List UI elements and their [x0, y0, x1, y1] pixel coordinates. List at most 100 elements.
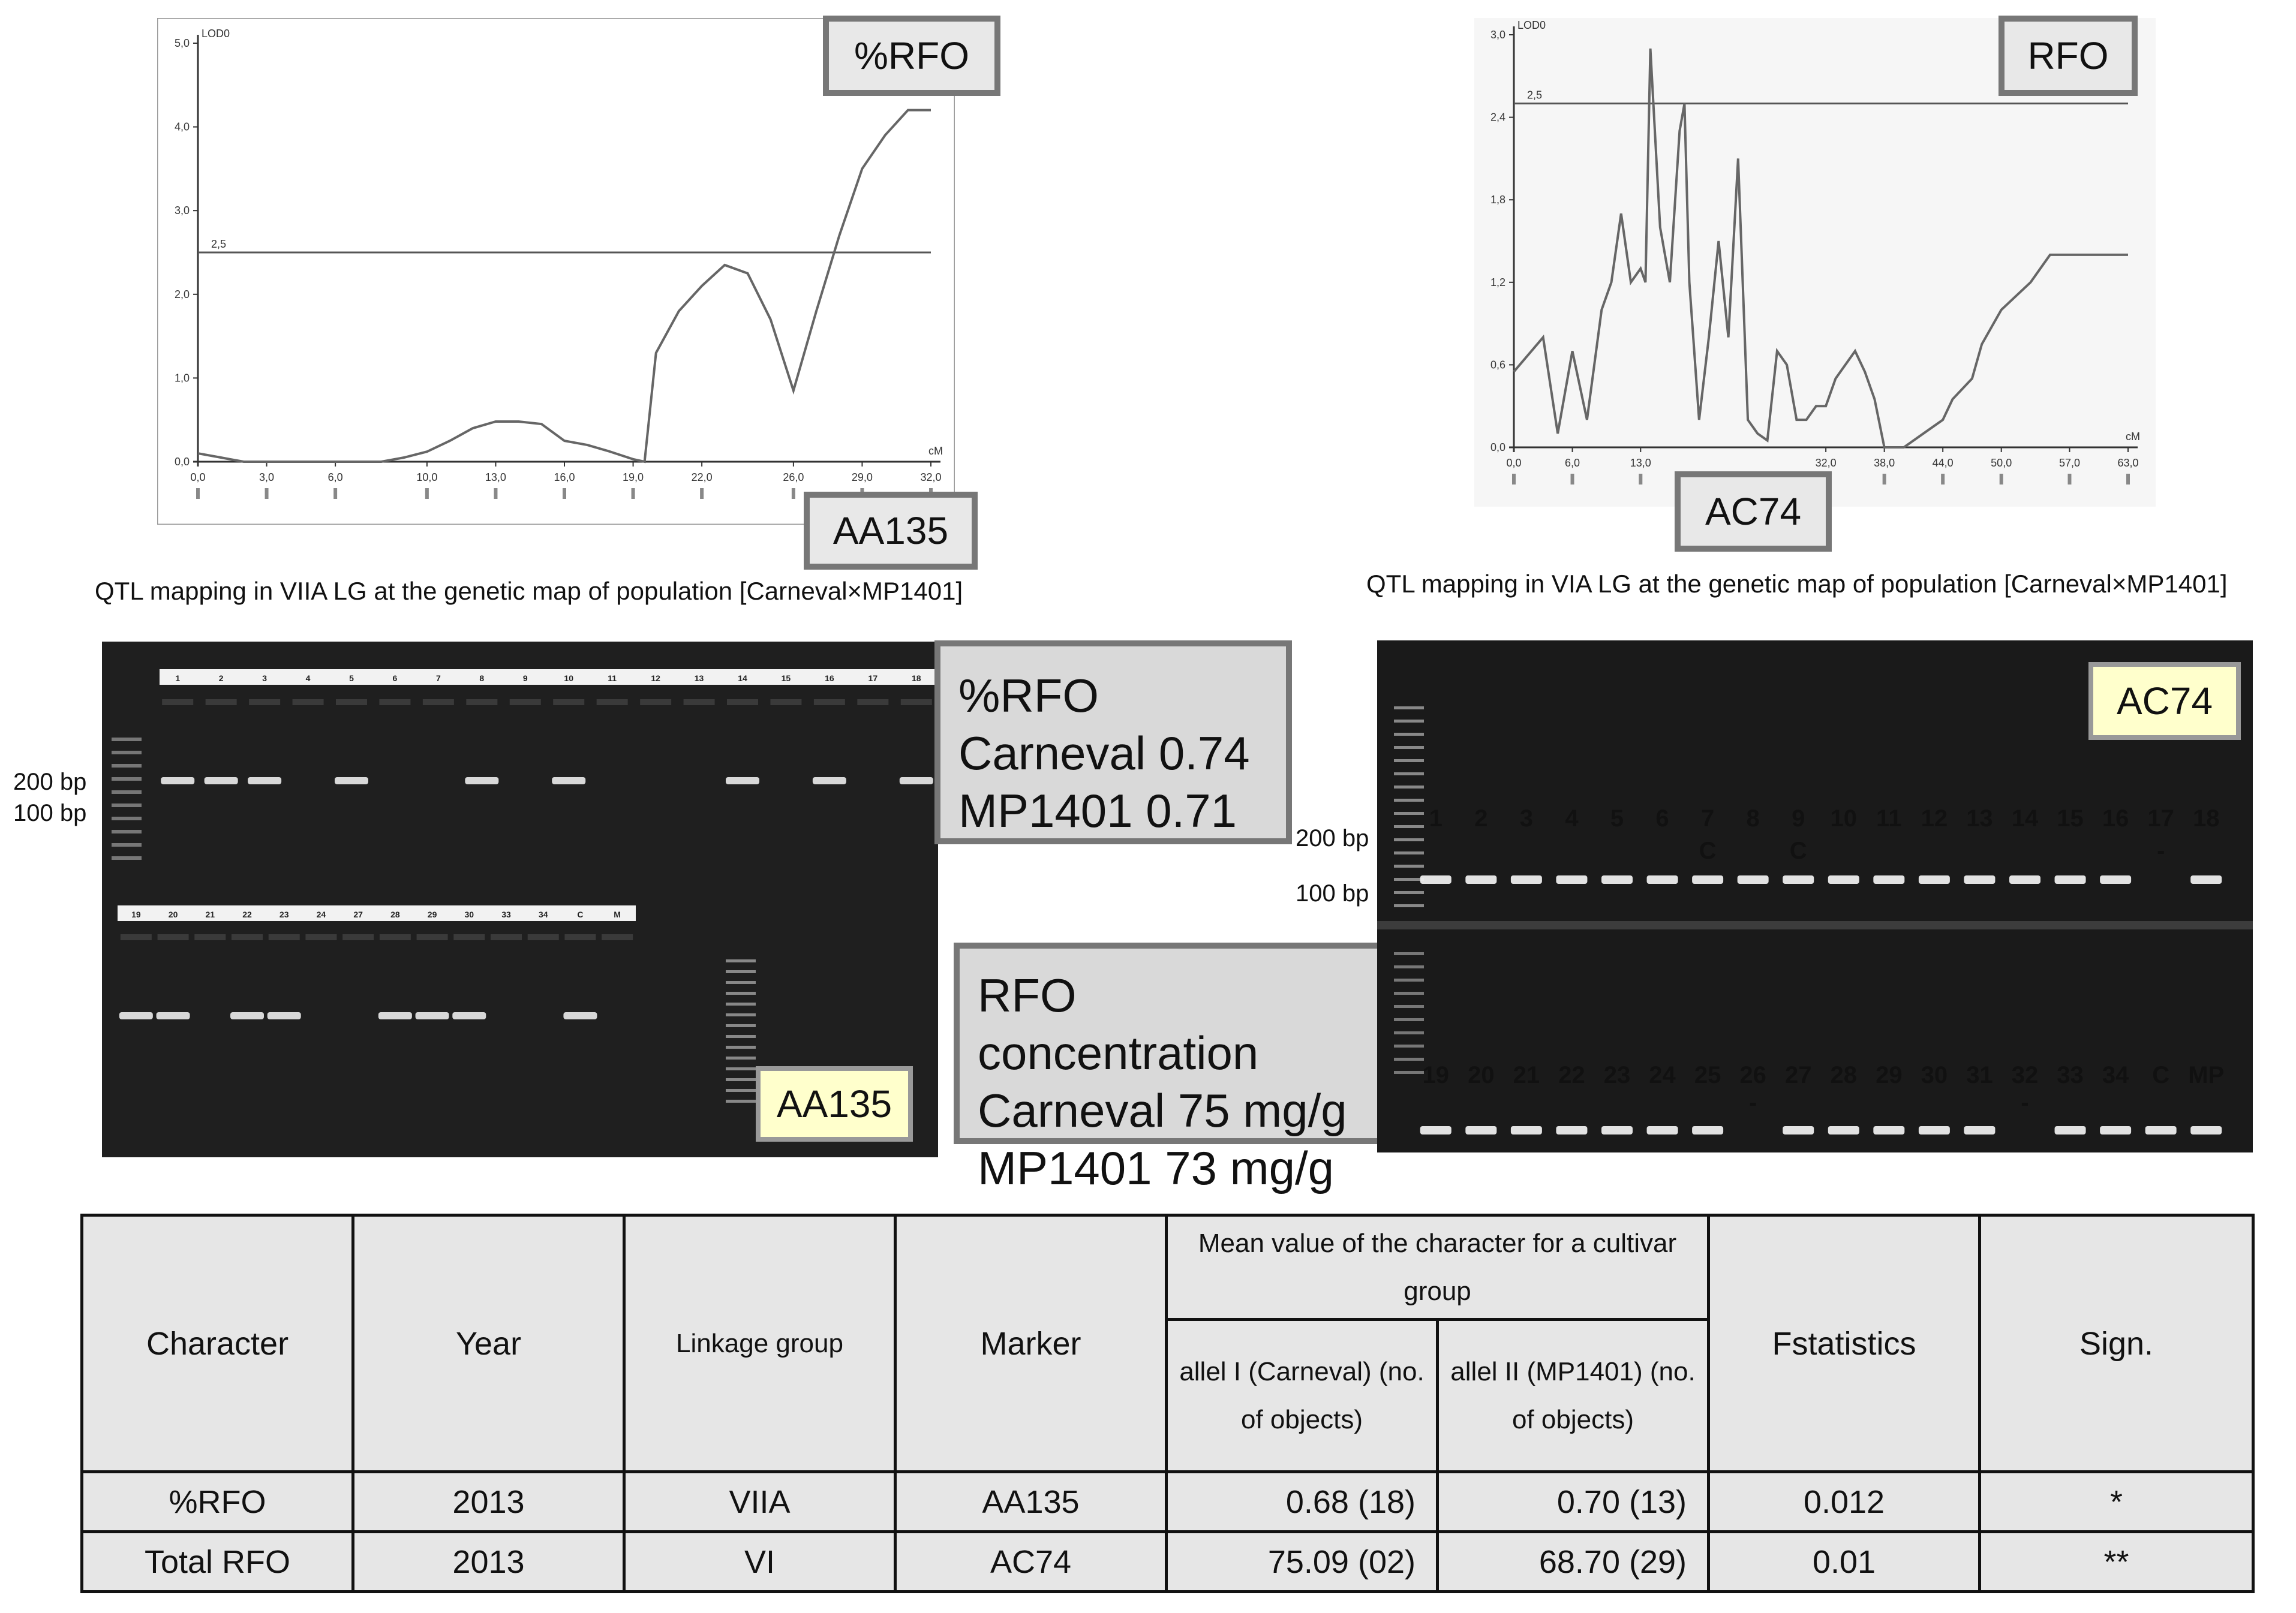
rfo-percent-title: %RFO	[958, 669, 1099, 722]
gel-left-lane-label: 24	[317, 910, 326, 919]
gel-right-lane-label: 13	[1966, 805, 1993, 832]
gel-right-lane-label: 3	[1520, 805, 1533, 832]
chart-left-tag: %RFO	[823, 16, 1000, 96]
gel-left-ladder-band	[112, 764, 142, 768]
gel-right-band	[1556, 1126, 1588, 1134]
gel-right-lane-label: 14	[2012, 805, 2039, 832]
gel-right-band	[1737, 875, 1769, 884]
gel-left-lane-label: 6	[393, 673, 398, 683]
gel-left-lane-label: C	[577, 910, 583, 919]
gel-right-ladder-band	[1394, 1005, 1424, 1008]
gel-right-ladder-band	[1394, 1018, 1424, 1021]
gel-right-ladder-band	[1394, 1071, 1424, 1074]
gel-left-ladder-band	[112, 751, 142, 754]
cell-character: %RFO	[80, 1470, 354, 1533]
gel-right-band	[2145, 1126, 2177, 1134]
gel-left-lane-label: 15	[782, 673, 791, 683]
gel-right-band	[2100, 875, 2132, 884]
gel-right-lane-label: 30	[1921, 1062, 1948, 1088]
gel-right-ladder-band	[1394, 720, 1424, 723]
gel-left-well	[602, 934, 633, 940]
gel-right-band	[1873, 875, 1905, 884]
th-fstatistics: Fstatistics	[1707, 1214, 1982, 1473]
gel-right-ladder-band	[1394, 992, 1424, 995]
gel-left-band	[119, 1012, 153, 1019]
gel-left-well	[466, 699, 498, 705]
gel-left-ladder-band	[726, 959, 756, 962]
gel-left-lane-label: 14	[738, 673, 747, 683]
gel-right-lane-label: 27	[1785, 1062, 1812, 1088]
gel-left-200bp: 200 bp	[13, 769, 87, 795]
chart-left-locus-mark	[333, 488, 338, 499]
gel-right-band	[1918, 1126, 1950, 1134]
gel-left-well	[416, 934, 448, 940]
rfo-conc-carneval: Carneval 75 mg/g	[978, 1084, 1347, 1137]
gel-left-lane-label: 5	[349, 673, 354, 683]
cell-marker: AA135	[894, 1470, 1168, 1533]
gel-right-band	[1556, 875, 1588, 884]
gel-left-band	[726, 777, 759, 784]
gel-left-well	[157, 934, 189, 940]
gel-left-well	[527, 934, 559, 940]
gel-right-band	[1783, 875, 1814, 884]
gel-right-ladder-band	[1394, 965, 1424, 968]
rfo-percent-carneval: Carneval 0.74	[958, 727, 1250, 780]
rfo-percent-mp1401: MP1401 0.71	[958, 784, 1237, 837]
gel-left-ladder-band	[726, 1003, 756, 1006]
gel-left-band	[899, 777, 933, 784]
gel-right-ladder-band	[1394, 838, 1424, 841]
gel-right-marker-tag: AC74	[2088, 662, 2241, 740]
chart-left-locus-mark	[563, 488, 566, 499]
gel-left-ladder-band	[726, 992, 756, 995]
th-year: Year	[351, 1214, 626, 1473]
chart-left-y-tick-label: 1,0	[175, 372, 190, 384]
gel-left-lane-label: 23	[280, 910, 289, 919]
gel-left-lane-label: 12	[651, 673, 660, 683]
gel-left-band	[156, 1012, 190, 1019]
gel-right-band	[1465, 875, 1497, 884]
gel-right-band	[1510, 1126, 1542, 1134]
gel-left-band	[378, 1012, 412, 1019]
chart-left-locus-mark	[265, 488, 269, 499]
gel-left-band	[415, 1012, 449, 1019]
gel-right-ladder-band	[1394, 746, 1424, 749]
chart-right-y-tick-label: 3,0	[1490, 29, 1505, 41]
cell-year: 2013	[351, 1530, 626, 1593]
chart-left-locus-mark	[196, 488, 200, 499]
chart-left-threshold-label: 2,5	[211, 238, 226, 250]
gel-right-lane-sublabel: -	[2157, 838, 2165, 864]
gel-left-lane-label: 9	[523, 673, 528, 683]
gel-left-ladder-band	[726, 1078, 756, 1081]
gel-left-ladder-band	[112, 843, 142, 847]
gel-right-ladder-band	[1394, 878, 1424, 881]
gel-left-band	[465, 777, 499, 784]
gel-right-well-row	[1377, 921, 2253, 929]
cell-year: 2013	[351, 1470, 626, 1533]
gel-right-lane-label: 1	[1429, 805, 1442, 832]
chart-left-y-tick-label: 5,0	[175, 37, 190, 49]
th-allele-2: allel II (MP1401) (no. of objects)	[1435, 1318, 1711, 1473]
gel-left-lane-label: 30	[464, 910, 474, 919]
gel-left-well	[900, 699, 932, 705]
gel-right-band	[1601, 1126, 1633, 1134]
gel-right-lane-label: 18	[2193, 805, 2220, 832]
gel-left-ladder-band	[112, 777, 142, 781]
gel-right-band	[1420, 1126, 1451, 1134]
gel-right-lane-sublabel: C	[1699, 838, 1717, 864]
gel-left-lane-label: 27	[353, 910, 363, 919]
gel-right-lane-label: 33	[2057, 1062, 2084, 1088]
chart-right-locus-mark	[1941, 474, 1945, 484]
gel-left-ladder-band	[112, 817, 142, 820]
gel-right-band	[1783, 1126, 1814, 1134]
chart-left-x-tick-label: 29,0	[852, 471, 873, 483]
gel-right-lane-label: 11	[1876, 805, 1901, 832]
gel-right-lane-label: 7	[1701, 805, 1714, 832]
gel-right-band	[2190, 875, 2222, 884]
gel-left-well	[249, 699, 281, 705]
cell-linkage: VI	[623, 1530, 897, 1593]
gel-right-ladder-band	[1394, 1058, 1424, 1061]
cell-allele-1: 0.68 (18)	[1165, 1470, 1439, 1533]
chart-right-y-label: LOD0	[1517, 19, 1546, 31]
gel-right-lane-sublabel: -	[1749, 1090, 1757, 1116]
table-row: Total RFO 2013 VI AC74 75.09 (02) 68.70 …	[80, 1530, 2255, 1593]
